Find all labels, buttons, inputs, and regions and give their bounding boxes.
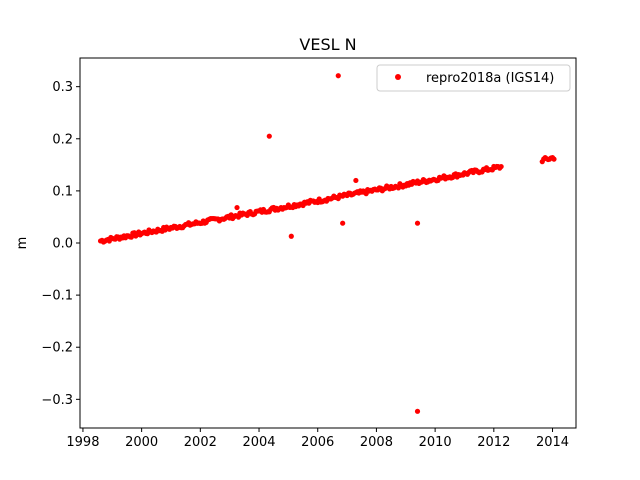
data-point [414, 220, 421, 226]
data-points [97, 73, 557, 414]
x-tick-label: 2000 [125, 435, 158, 450]
legend-box [376, 64, 571, 92]
data-point [551, 156, 557, 162]
x-tick-label: 2008 [360, 435, 393, 450]
y-tick-label: 0.3 [52, 80, 73, 95]
y-tick-label: 0.1 [52, 184, 73, 199]
legend: repro2018a (IGS14) [376, 64, 571, 92]
data-point [340, 220, 346, 226]
x-axis: 1998 2000 2002 2004 2006 2008 2010 2012 2014 [66, 428, 569, 450]
legend-marker [395, 74, 401, 80]
x-tick-label: 2006 [301, 435, 334, 450]
x-tick-label: 2010 [419, 435, 452, 450]
x-tick-label: 1998 [66, 435, 99, 450]
data-point [266, 133, 272, 139]
chart-title: VESL N [299, 35, 356, 54]
y-tick-label: −0.2 [41, 341, 73, 356]
data-point [414, 408, 421, 414]
x-tick-label: 2004 [242, 435, 275, 450]
y-tick-label: 0.0 [52, 237, 73, 252]
data-point [128, 234, 134, 240]
x-tick-label: 2014 [536, 435, 569, 450]
x-tick-label: 2002 [184, 435, 217, 450]
y-tick-label: −0.1 [41, 289, 73, 304]
y-tick-label: −0.3 [41, 393, 73, 408]
plot-area [79, 57, 577, 429]
legend-label: repro2018a (IGS14) [426, 71, 554, 86]
x-tick-label: 2012 [477, 435, 510, 450]
y-axis: −0.3 −0.2 −0.1 0.0 0.1 0.2 0.3 [41, 80, 80, 408]
y-tick-label: 0.2 [52, 132, 73, 147]
y-axis-label: m [15, 237, 30, 250]
data-point [288, 233, 294, 239]
data-point [234, 204, 240, 211]
data-point [498, 163, 504, 170]
data-point [335, 73, 341, 79]
data-point [353, 177, 359, 184]
